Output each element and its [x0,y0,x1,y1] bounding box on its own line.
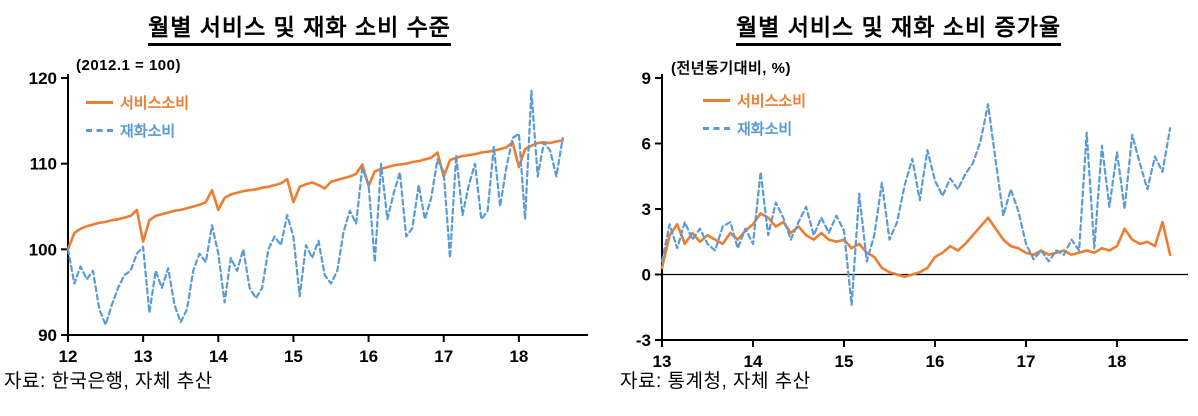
goods-line-sample-icon [703,127,730,130]
x-tick-label: 17 [1017,352,1036,371]
right-chart-title-text: 월별 서비스 및 재화 소비 증가율 [735,14,1062,46]
right-chart-subtitle: (전년동기대비, %) [671,60,791,77]
left-chart-source: 자료: 한국은행, 자체 추산 [4,371,213,392]
right-chart-plot: -3 0 3 6 9 13 14 15 16 17 18 [636,70,1188,371]
x-tick-label: 17 [434,347,453,366]
goods-consumption-line [66,89,564,326]
left-chart-title-text: 월별 서비스 및 재화 소비 수준 [148,14,451,46]
left-chart-plot: 90 100 110 120 12 13 14 15 16 17 18 [29,70,588,366]
legend-label-goods: 재화소비 [120,123,176,140]
x-tick-label: 13 [653,352,672,371]
x-tick-label: 16 [359,347,378,366]
legend-label-service: 서비스소비 [737,93,807,110]
x-tick-label: 13 [134,347,153,366]
right-chart-legend: 서비스소비 재화소비 [703,90,806,139]
legend-item-goods: 재화소비 [703,118,806,139]
y-tick-label: -3 [636,331,651,350]
right-chart-panel: 월별 서비스 및 재화 소비 증가율 (전년동기대비, %) -3 0 3 6 9 13 1… [599,0,1198,416]
legend-label-service: 서비스소비 [120,95,190,112]
x-tick-label: 15 [284,347,303,366]
x-tick-label: 15 [835,352,854,371]
left-chart-panel: 월별 서비스 및 재화 소비 수준 (2012.1 = 100) 90 100 11… [0,8,599,392]
legend-label-goods: 재화소비 [737,121,793,138]
x-tick-label: 18 [1108,352,1127,371]
goods-line-sample-icon [86,129,113,132]
y-tick-label: 100 [29,240,57,259]
right-chart-title: 월별 서비스 및 재화 소비 증가율 [599,8,1198,46]
y-tick-label: 3 [642,200,651,219]
y-tick-label: 0 [642,266,651,285]
left-chart-subtitle: (2012.1 = 100) [76,57,181,74]
y-tick-label: 9 [642,70,651,88]
left-chart-title: 월별 서비스 및 재화 소비 수준 [0,8,599,46]
service-consumption-line [66,139,565,251]
x-tick-label: 16 [926,352,945,371]
legend-item-service: 서비스소비 [86,92,189,113]
y-tick-label: 110 [30,155,57,174]
y-tick-label: 6 [642,135,651,154]
x-tick-label: 14 [209,347,228,366]
service-line-sample-icon [703,99,730,102]
x-tick-label: 18 [509,347,528,366]
goods-consumption-line [660,103,1172,307]
legend-item-goods: 재화소비 [86,120,189,141]
left-chart-legend: 서비스소비 재화소비 [86,92,189,141]
x-tick-label: 14 [744,352,763,371]
legend-item-service: 서비스소비 [703,90,806,111]
service-line-sample-icon [86,101,113,104]
y-tick-label: 120 [29,70,57,88]
right-chart-source: 자료: 통계청, 자체 추산 [620,371,811,392]
y-tick-label: 90 [38,326,57,345]
x-tick-label: 12 [59,347,78,366]
